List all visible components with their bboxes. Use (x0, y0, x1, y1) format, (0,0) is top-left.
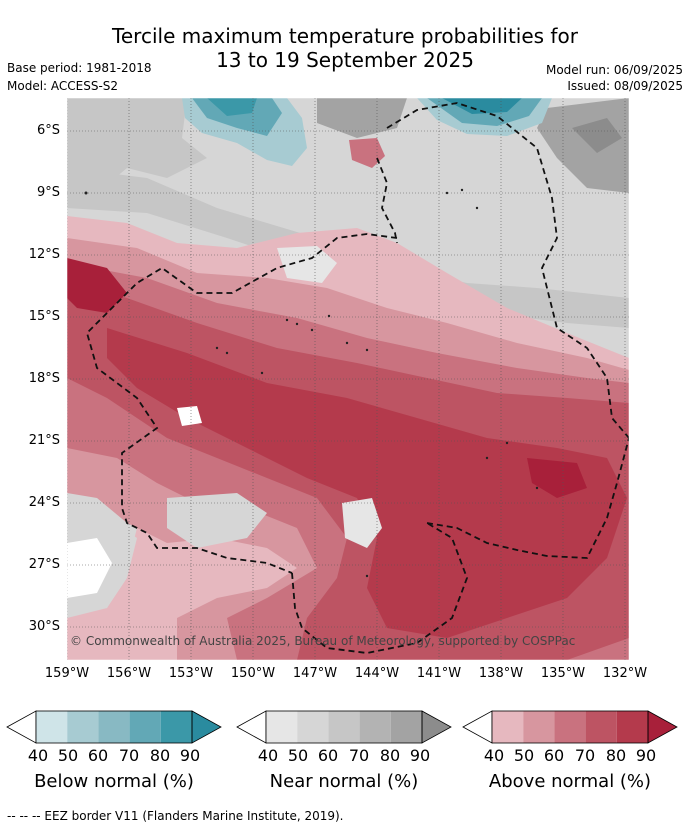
colorbar-tick: 50 (57, 746, 79, 765)
colorbar-label-near-normal: Near normal (%) (269, 771, 419, 792)
colorbar-tick: 40 (257, 746, 279, 765)
colorbar-segment (554, 711, 586, 743)
colorbar-extend-high (647, 710, 678, 744)
x-tick-label: 150°W (230, 666, 276, 681)
x-tick-label: 132°W (602, 666, 648, 681)
island-specks (84, 188, 539, 578)
colorbar-segment (266, 711, 298, 743)
colorbar-tick: 50 (513, 746, 535, 765)
below-normal-patch-top-left-core (207, 98, 257, 116)
colorbar-segment (36, 711, 68, 743)
y-tick-label: 18°S (28, 371, 60, 386)
colorbar-segment (160, 711, 192, 743)
colorbar-below-normal (6, 710, 222, 744)
colorbar-above-normal (462, 710, 678, 744)
colorbar-tick: 90 (179, 746, 201, 765)
colorbar-extend-low (6, 710, 37, 744)
colorbar-tick: 80 (605, 746, 627, 765)
below-normal-patch-top-left-inner (192, 98, 282, 136)
colorbar-tick: 40 (483, 746, 505, 765)
colorbar-segment (67, 711, 99, 743)
colorbar-tick: 40 (27, 746, 49, 765)
colorbar-extend-high (421, 710, 452, 744)
x-tick-label: 138°W (478, 666, 524, 681)
colorbar-label-above-normal: Above normal (%) (488, 771, 652, 792)
below-normal-patch-top-right-core (442, 98, 522, 114)
y-tick-label: 9°S (36, 185, 60, 200)
colorbar-segment (297, 711, 329, 743)
x-tick-label: 159°W (44, 666, 90, 681)
x-tick-label: 153°W (168, 666, 214, 681)
y-tick-label: 30°S (28, 619, 60, 634)
near-normal-field-mid (317, 98, 407, 138)
above-normal-band-4 (107, 328, 627, 638)
colorbar-segment (523, 711, 555, 743)
colorbar-segment (129, 711, 161, 743)
colorbar-tick: 70 (118, 746, 140, 765)
near-normal-patch-center (342, 498, 382, 548)
colorbar-segment (616, 711, 648, 743)
colorbar-frame (35, 710, 193, 744)
model-run-text: Model run: 06/09/2025 (545, 63, 683, 77)
colorbar-tick: 60 (317, 746, 339, 765)
colorbar-label-below-normal: Below normal (%) (34, 771, 194, 792)
map-panel (67, 98, 629, 660)
colorbar-extend-low (462, 710, 493, 744)
x-tick-label: 135°W (540, 666, 586, 681)
colorbar-extend-low (236, 710, 267, 744)
colorbar-extend-high (191, 710, 222, 744)
colorbar-segment (359, 711, 391, 743)
above-normal-patch-top (349, 138, 385, 168)
colorbar-tick: 60 (543, 746, 565, 765)
colorbar-segment (98, 711, 130, 743)
near-normal-field-mid-band (67, 168, 629, 328)
colorbar-segment (492, 711, 524, 743)
above-normal-core-left (67, 258, 127, 313)
colorbar-tick: 90 (409, 746, 431, 765)
model-text: Model: ACCESS-S2 (7, 79, 119, 93)
y-tick-label: 27°S (28, 557, 60, 572)
above-normal-core-right (527, 458, 587, 498)
eez-borders (85, 102, 629, 654)
colorbar-segment (585, 711, 617, 743)
colorbar-tick: 50 (287, 746, 309, 765)
colorbar-segment (390, 711, 422, 743)
y-tick-label: 24°S (28, 495, 60, 510)
white-patch-small (177, 406, 202, 426)
eez-legend-text: -- -- -- EEZ border V11 (Flanders Marine… (7, 809, 344, 823)
graticule (67, 98, 629, 660)
y-tick-label: 15°S (28, 309, 60, 324)
x-tick-label: 156°W (106, 666, 152, 681)
title-line-2: 13 to 19 September 2025 (216, 48, 474, 72)
colorbar-tick: 60 (87, 746, 109, 765)
colorbar-tick: 90 (635, 746, 657, 765)
near-normal-field-right-inner (572, 118, 622, 153)
issued-text: Issued: 08/09/2025 (567, 79, 683, 93)
base-period-text: Base period: 1981-2018 (7, 61, 152, 75)
x-tick-label: 144°W (354, 666, 400, 681)
colorbar-frame (265, 710, 423, 744)
white-patch-left (67, 538, 112, 598)
colorbar-tick: 70 (574, 746, 596, 765)
y-tick-label: 6°S (36, 123, 60, 138)
title-line-1: Tercile maximum temperature probabilitie… (112, 24, 578, 48)
colorbar-frame (491, 710, 649, 744)
y-tick-label: 12°S (28, 247, 60, 262)
x-tick-label: 147°W (292, 666, 338, 681)
near-normal-patch-left-mid (167, 493, 267, 548)
colorbar-tick: 80 (149, 746, 171, 765)
x-tick-label: 141°W (416, 666, 462, 681)
colorbar-tick: 80 (379, 746, 401, 765)
colorbar-tick: 70 (348, 746, 370, 765)
colorbar-near-normal (236, 710, 452, 744)
copyright-text: © Commonwealth of Australia 2025, Bureau… (70, 634, 576, 648)
colorbar-segment (328, 711, 360, 743)
y-tick-label: 21°S (28, 433, 60, 448)
